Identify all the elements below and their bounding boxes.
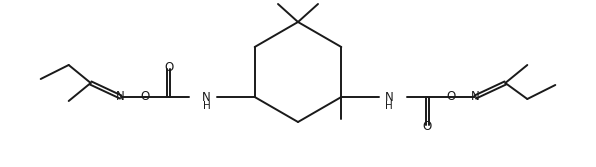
Text: O: O bbox=[140, 90, 150, 103]
Text: O: O bbox=[164, 60, 173, 73]
Text: H: H bbox=[203, 101, 210, 111]
Text: N: N bbox=[202, 91, 211, 104]
Text: N: N bbox=[385, 91, 394, 104]
Text: O: O bbox=[446, 90, 456, 103]
Text: O: O bbox=[423, 121, 432, 133]
Text: N: N bbox=[471, 90, 480, 103]
Text: N: N bbox=[116, 90, 125, 103]
Text: H: H bbox=[386, 101, 393, 111]
